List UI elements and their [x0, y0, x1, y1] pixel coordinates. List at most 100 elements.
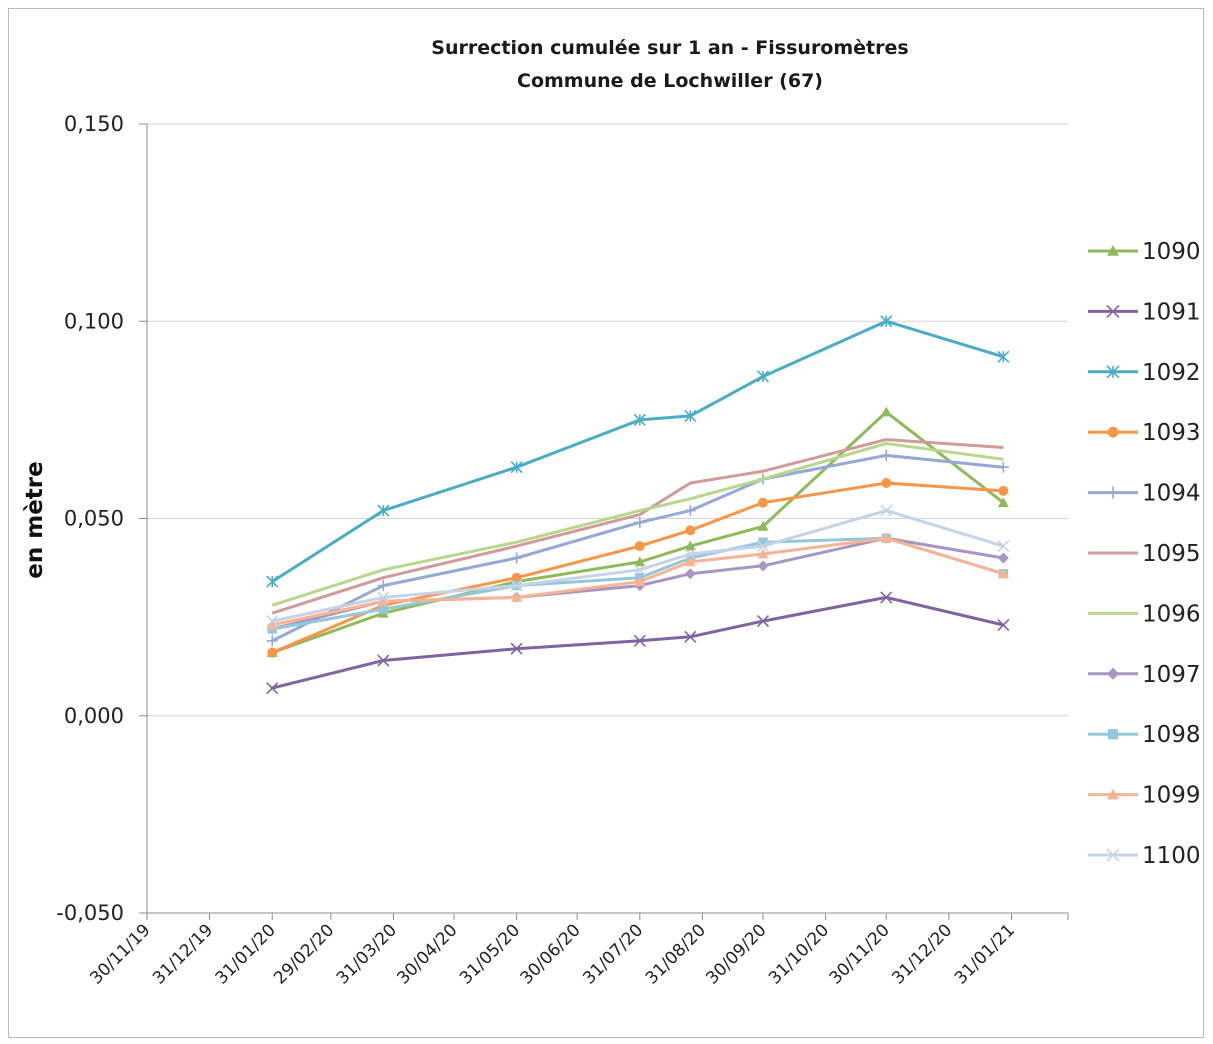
data-point-marker	[881, 478, 892, 488]
legend-item-1096: 1096	[1088, 601, 1201, 627]
legend-item-1093: 1093	[1088, 420, 1201, 446]
data-point-marker	[756, 370, 770, 383]
x-tick-label: 30/06/20	[517, 920, 585, 988]
legend-item-1094: 1094	[1088, 481, 1201, 507]
data-point-marker	[633, 563, 646, 576]
data-point-marker	[1107, 667, 1119, 680]
data-point-marker	[266, 619, 278, 630]
x-tick-label: 30/11/20	[826, 920, 894, 988]
series-group	[266, 315, 1010, 695]
y-tick-label: -0,050	[56, 901, 124, 925]
x-tick-label: 30/09/20	[702, 920, 770, 988]
y-axis-ticks: -0,050 0,000 0,050 0,100 0,150	[56, 112, 147, 925]
data-point-marker	[377, 580, 389, 592]
data-point-marker	[1107, 486, 1119, 499]
legend-label: 1099	[1142, 783, 1201, 809]
legend-item-1092: 1092	[1088, 360, 1201, 386]
data-point-marker	[1107, 426, 1119, 438]
data-point-marker	[880, 315, 893, 328]
data-point-marker	[997, 618, 1010, 632]
data-point-marker	[266, 615, 279, 628]
data-point-marker	[377, 654, 390, 667]
x-tick-label: 31/01/21	[951, 920, 1019, 988]
x-axis-ticks: 30/11/1931/12/1931/01/2029/02/2031/03/20…	[86, 913, 1069, 989]
x-tick-label: 31/03/20	[333, 920, 401, 988]
data-point-marker	[684, 505, 696, 517]
series-line	[271, 595, 1004, 690]
legend-label: 1091	[1142, 299, 1201, 325]
series-1099	[266, 532, 1009, 630]
data-point-marker	[998, 485, 1009, 496]
data-point-marker	[756, 615, 770, 628]
data-point-marker	[684, 556, 696, 567]
y-tick-label: 0,100	[64, 309, 124, 333]
data-point-marker	[267, 647, 278, 658]
data-point-marker	[510, 461, 523, 474]
legend-label: 1100	[1142, 843, 1201, 869]
data-point-marker	[997, 461, 1009, 473]
data-point-marker	[511, 552, 523, 564]
x-tick-label: 29/02/20	[270, 920, 338, 988]
legend-item-1099: 1099	[1088, 783, 1201, 809]
x-tick-label: 30/11/19	[86, 920, 154, 988]
data-point-marker	[997, 568, 1009, 579]
legend-item-1090: 1090	[1088, 239, 1201, 265]
data-point-marker	[684, 568, 696, 580]
legend-item-1097: 1097	[1088, 662, 1201, 688]
series-line	[271, 319, 1004, 583]
data-point-marker	[511, 572, 522, 583]
data-point-marker	[757, 548, 769, 559]
data-point-marker	[266, 682, 279, 695]
data-point-marker	[997, 540, 1010, 553]
data-point-marker	[634, 556, 646, 567]
legend: 1090 1091 1092 1093 1094 1095 1096 1097 1098 1099…	[1088, 239, 1201, 869]
data-point-marker	[377, 504, 390, 517]
data-point-marker	[685, 525, 696, 536]
data-point-marker	[880, 591, 893, 604]
x-tick-label: 30/04/20	[393, 920, 461, 988]
series-1095	[271, 438, 1004, 615]
legend-label: 1093	[1142, 420, 1201, 446]
legend-item-1100: 1100	[1088, 843, 1201, 869]
data-point-marker	[997, 497, 1009, 508]
data-point-marker	[510, 579, 523, 592]
series-line	[271, 453, 1004, 643]
data-point-marker	[997, 350, 1010, 363]
x-tick-label: 31/07/20	[579, 920, 647, 988]
y-tick-label: 0,050	[64, 507, 124, 531]
legend-label: 1094	[1142, 481, 1201, 507]
series-line	[271, 410, 1005, 655]
series-line	[271, 536, 1004, 631]
data-point-marker	[266, 575, 279, 588]
data-point-marker	[266, 635, 278, 647]
data-point-marker	[377, 591, 390, 604]
data-point-marker	[1107, 729, 1119, 740]
data-point-marker	[1106, 848, 1120, 862]
data-point-marker	[880, 449, 892, 461]
legend-label: 1096	[1142, 601, 1201, 627]
x-tick-label: 31/12/20	[888, 920, 956, 988]
x-tick-label: 31/05/20	[456, 920, 524, 988]
legend-item-1091: 1091	[1088, 299, 1201, 325]
x-tick-label: 31/10/20	[765, 920, 833, 988]
y-tick-label: 0,000	[64, 704, 124, 728]
series-1091	[266, 591, 1010, 695]
data-point-marker	[757, 520, 769, 531]
y-axis-label: en mètre	[22, 461, 48, 578]
x-tick-label: 31/08/20	[642, 920, 710, 988]
series-line	[271, 536, 1004, 627]
legend-label: 1092	[1142, 360, 1201, 386]
data-point-marker	[634, 541, 645, 552]
data-point-marker	[1107, 788, 1119, 800]
data-point-marker	[684, 540, 696, 551]
data-point-marker	[634, 516, 646, 528]
series-line	[271, 438, 1004, 615]
data-point-marker	[757, 560, 769, 572]
data-point-marker	[378, 604, 388, 614]
y-tick-label: 0,150	[64, 112, 124, 136]
data-point-marker	[511, 591, 523, 602]
x-tick-label: 31/01/20	[212, 920, 280, 988]
legend-label: 1097	[1142, 662, 1201, 688]
series-line	[271, 509, 1004, 623]
chart-subtitle: Commune de Lochwiller (67)	[517, 70, 823, 92]
